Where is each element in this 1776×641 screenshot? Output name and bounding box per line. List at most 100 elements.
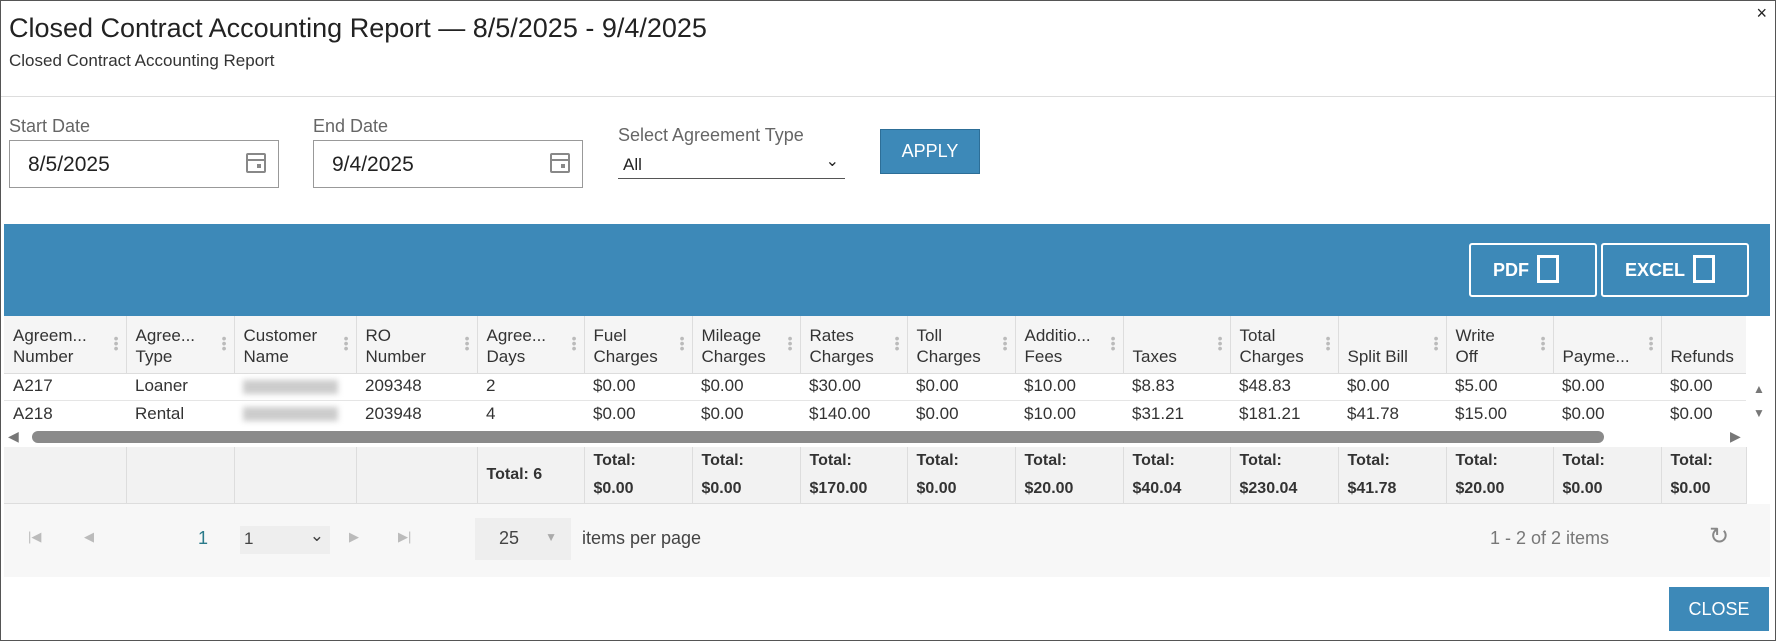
column-header[interactable]: Additio... Fees • • • — [1015, 316, 1124, 374]
column-header[interactable]: Fuel Charges • • • — [584, 316, 693, 374]
pdf-export-button[interactable]: PDF — [1469, 243, 1597, 297]
column-header[interactable]: RO Number • • • — [356, 316, 478, 374]
column-header-line2: Charges — [701, 346, 766, 366]
agreement-type-select[interactable]: All ⌄ — [618, 151, 845, 179]
column-header[interactable]: Payme... • • • — [1553, 316, 1662, 374]
column-header-line2: Refunds — [1670, 346, 1734, 366]
table-cell: $140.00 — [800, 400, 907, 428]
column-menu-icon[interactable]: • • • — [1002, 330, 1008, 356]
end-date-label: End Date — [313, 116, 389, 136]
refresh-icon[interactable]: ↻ — [1709, 523, 1730, 550]
table-cell: 209348 — [356, 373, 477, 401]
table-cell: $0.00 — [692, 400, 800, 428]
apply-button[interactable]: APPLY — [880, 129, 980, 174]
column-header[interactable]: Agree... Type • • • — [126, 316, 235, 374]
column-menu-icon[interactable]: • • • — [1110, 330, 1116, 356]
total-cell: Total: $20.00 — [1015, 447, 1124, 505]
column-header[interactable]: Taxes • • • — [1123, 316, 1231, 374]
column-header-line2: Charges — [916, 346, 981, 366]
column-header[interactable]: Toll Charges • • • — [907, 316, 1016, 374]
pager: |◀ ◀ 1 1 ⌄ ▶ ▶| 25 ▼ items per page 1 - 2 … — [4, 504, 1770, 577]
close-x-icon[interactable]: × — [1756, 3, 1767, 23]
vertical-scrollbar[interactable]: ▲ ▼ — [1749, 373, 1770, 447]
column-header-line1: Agreem... — [13, 325, 87, 345]
items-per-page-label: items per page — [582, 528, 702, 548]
column-menu-icon[interactable]: • • • — [464, 330, 470, 356]
table-cell: A217 — [4, 373, 126, 401]
total-value: $230.04 — [1239, 480, 1298, 497]
table-row[interactable]: A218 Rental 203948 4 $0.00 $0.00 $140.00 $0.00 $… — [4, 400, 1746, 428]
column-header[interactable]: Mileage Charges • • • — [692, 316, 801, 374]
scroll-right-icon[interactable]: ▶ — [1730, 428, 1741, 444]
total-cell: Total: $20.00 — [1446, 447, 1554, 505]
column-menu-icon[interactable]: • • • — [1540, 330, 1546, 356]
table-cell: $0.00 — [1661, 400, 1746, 428]
column-header[interactable]: Refunds — [1661, 316, 1746, 374]
column-header-line1: Agree... — [135, 325, 196, 345]
column-menu-icon[interactable]: • • • — [1217, 330, 1223, 356]
table-cell: Loaner — [126, 373, 234, 401]
calendar-icon[interactable] — [246, 153, 266, 173]
table-cell: $181.21 — [1230, 400, 1338, 428]
column-menu-icon[interactable]: • • • — [113, 330, 119, 356]
dialog-title: Closed Contract Accounting Report — 8/5/… — [9, 13, 707, 43]
total-value: $0.00 — [1670, 480, 1711, 497]
column-menu-icon[interactable]: • • • — [1433, 330, 1439, 356]
first-page-icon[interactable]: |◀ — [28, 529, 42, 544]
table-row[interactable]: A217 Loaner 209348 2 $0.00 $0.00 $30.00 $0.00 $1… — [4, 373, 1746, 401]
caret-down-icon: ▼ — [545, 530, 557, 544]
table-cell: $0.00 — [907, 373, 1015, 401]
next-page-icon[interactable]: ▶ — [349, 529, 359, 544]
total-value: $20.00 — [1455, 480, 1505, 497]
column-header[interactable]: Agreem... Number • • • — [4, 316, 127, 374]
pager-summary: 1 - 2 of 2 items — [1490, 528, 1610, 548]
column-menu-icon[interactable]: • • • — [1325, 330, 1331, 356]
horizontal-scrollbar[interactable]: ◀ ▶ — [4, 427, 1749, 447]
page-select[interactable]: 1 ⌄ — [240, 526, 330, 554]
column-menu-icon[interactable]: • • • — [679, 330, 685, 356]
column-menu-icon[interactable]: • • • — [221, 330, 227, 356]
close-button[interactable]: CLOSE — [1669, 587, 1769, 631]
column-header[interactable]: Total Charges • • • — [1230, 316, 1339, 374]
total-cell: Total: $230.04 — [1230, 447, 1339, 505]
total-value: $41.78 — [1347, 480, 1397, 497]
table-cell: $0.00 — [584, 400, 692, 428]
redacted-customer-name — [243, 379, 338, 394]
total-label: Total: — [1562, 452, 1605, 469]
column-header[interactable]: Split Bill • • • — [1338, 316, 1447, 374]
column-menu-icon[interactable]: • • • — [787, 330, 793, 356]
start-date-input[interactable]: 8/5/2025 — [9, 140, 279, 188]
last-page-icon[interactable]: ▶| — [398, 529, 412, 544]
agreement-type-label: Select Agreement Type — [618, 125, 804, 145]
column-header-line1: Fuel — [593, 325, 627, 345]
column-menu-icon[interactable]: • • • — [571, 330, 577, 356]
column-header[interactable]: Write Off • • • — [1446, 316, 1554, 374]
column-menu-icon[interactable]: • • • — [343, 330, 349, 356]
total-value: $0.00 — [701, 480, 742, 497]
column-menu-icon[interactable]: • • • — [1648, 330, 1654, 356]
column-header-line1: Write — [1455, 325, 1495, 345]
excel-export-button[interactable]: EXCEL — [1601, 243, 1749, 297]
column-header-line1: Total — [1239, 325, 1276, 345]
column-header[interactable]: Agree... Days • • • — [477, 316, 585, 374]
total-value: $0.00 — [916, 480, 957, 497]
column-header[interactable]: Customer Name • • • — [234, 316, 357, 374]
table-cell: Rental — [126, 400, 234, 428]
column-menu-icon[interactable]: • • • — [894, 330, 900, 356]
current-page[interactable]: 1 — [198, 528, 209, 548]
prev-page-icon[interactable]: ◀ — [84, 529, 94, 544]
end-date-input[interactable]: 9/4/2025 — [313, 140, 583, 188]
scroll-up-icon[interactable]: ▲ — [1753, 382, 1765, 396]
table-cell: 203948 — [356, 400, 477, 428]
grid-footer-totals: Total: 6 Total: $0.00 Total: $0.00 Total: $170… — [4, 447, 1747, 505]
scroll-left-icon[interactable]: ◀ — [8, 428, 19, 444]
page-size-select[interactable]: 25 ▼ — [475, 518, 571, 560]
column-header-line1: Toll — [916, 325, 943, 345]
scroll-down-icon[interactable]: ▼ — [1753, 406, 1765, 420]
column-header[interactable]: Rates Charges • • • — [800, 316, 908, 374]
scrollbar-thumb[interactable] — [32, 431, 1604, 443]
calendar-icon[interactable] — [550, 153, 570, 173]
total-label: Total: — [916, 452, 959, 469]
chevron-down-icon: ⌄ — [309, 526, 324, 545]
table-cell: $41.78 — [1338, 400, 1446, 428]
